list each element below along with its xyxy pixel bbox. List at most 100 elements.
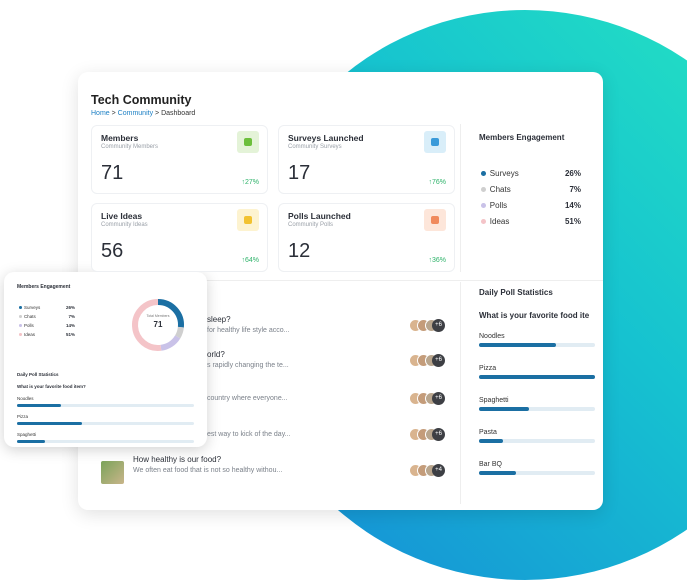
legend-name: Ideas	[23, 332, 35, 337]
icon-glyph	[431, 138, 439, 146]
stat-card: Polls Launched Community Polls 12 ↑36%	[278, 203, 455, 272]
idea-thumbnail	[101, 461, 124, 484]
donut-center-label: Total Members	[146, 314, 170, 318]
icon-glyph	[244, 216, 252, 224]
poll-track	[479, 439, 595, 443]
poll-option: Pizza	[479, 365, 497, 372]
legend-name: Polls	[23, 323, 34, 328]
stat-subtitle: Community Members	[101, 144, 159, 150]
legend-dot	[481, 171, 486, 176]
poll-bar	[17, 403, 62, 407]
stat-icon	[424, 131, 446, 153]
stat-icon	[237, 209, 259, 231]
breadcrumb-item[interactable]: Community	[117, 110, 154, 117]
legend-name: Ideas	[489, 217, 510, 226]
donut-chart	[132, 299, 184, 351]
stat-value: 17	[288, 162, 311, 184]
poll-track	[17, 403, 194, 407]
breadcrumb-item[interactable]: Home	[91, 110, 110, 117]
donut-segment	[132, 299, 162, 351]
stat-change: ↑27%	[241, 179, 259, 186]
poll-question: What is your favorite food ite	[479, 311, 590, 320]
poll-bar	[479, 471, 517, 475]
idea-description: for healthy life style acco...	[207, 327, 290, 334]
breadcrumb-separator: >	[153, 110, 162, 117]
avatar-more[interactable]: +6	[432, 428, 445, 441]
donut-center-value: 71	[153, 320, 163, 329]
legend-value: 26%	[564, 169, 581, 178]
divider	[460, 124, 461, 272]
poll-option: Spaghetti	[479, 397, 509, 404]
stat-title: Live Ideas	[101, 211, 143, 221]
overlay-title: Daily Poll Statistics	[17, 372, 59, 377]
donut-segment	[157, 299, 184, 328]
stat-title: Members	[101, 133, 139, 143]
idea-title[interactable]: How healthy is our food?	[133, 455, 222, 464]
legend-value: 14%	[65, 323, 75, 328]
idea-description: We often eat food that is not so healthy…	[133, 467, 283, 474]
breadcrumb-separator: >	[109, 110, 118, 117]
legend-dot	[481, 219, 486, 224]
panel-title: Daily Poll Statistics	[479, 288, 553, 297]
avatar-more[interactable]: +6	[432, 319, 445, 332]
page-title: Tech Community	[91, 93, 192, 107]
legend-value: 14%	[564, 201, 581, 210]
overlay-card: Members Engagement Surveys 26% Chats 7% Polls…	[4, 272, 207, 447]
donut-segment	[175, 326, 184, 339]
breadcrumb-item: Dashboard	[161, 110, 196, 117]
legend-dot	[19, 333, 22, 336]
poll-bar	[479, 375, 595, 379]
poll-option: Bar BQ	[479, 461, 502, 468]
legend-value: 51%	[564, 217, 581, 226]
poll-option: Pizza	[17, 414, 29, 419]
avatar-more[interactable]: +4	[432, 464, 445, 477]
legend-dot	[481, 203, 486, 208]
legend-dot	[19, 324, 22, 327]
overlay-title: Members Engagement	[17, 284, 71, 290]
legend-dot	[19, 315, 22, 318]
poll-option: Noodles	[479, 333, 505, 340]
stat-title: Polls Launched	[288, 211, 351, 221]
breadcrumb: Home > Community > Dashboard	[91, 110, 195, 117]
icon-glyph	[244, 138, 252, 146]
stat-change: ↑64%	[241, 257, 259, 264]
legend-name: Chats	[489, 185, 511, 194]
legend-dot	[19, 306, 22, 309]
idea-title[interactable]: orld?	[207, 350, 225, 359]
icon-glyph	[431, 216, 439, 224]
divider	[460, 282, 461, 504]
stat-subtitle: Community Polls	[288, 222, 334, 228]
poll-bar	[479, 343, 556, 347]
stat-change: ↑76%	[428, 179, 446, 186]
poll-bar	[479, 439, 504, 443]
donut-segment	[160, 335, 181, 351]
stat-change: ↑36%	[428, 257, 446, 264]
stat-icon	[424, 209, 446, 231]
idea-description: s rapidly changing the te...	[207, 362, 289, 369]
legend-value: 7%	[569, 185, 581, 194]
panel-title: Members Engagement	[479, 133, 565, 142]
stat-subtitle: Community Surveys	[288, 144, 342, 150]
legend-name: Surveys	[489, 169, 519, 178]
idea-description: est way to kick of the day...	[207, 431, 291, 438]
poll-track	[479, 471, 595, 475]
overlay-question: What is your favorite food item?	[17, 384, 86, 389]
stat-card: Live Ideas Community Ideas 56 ↑64%	[91, 203, 268, 272]
poll-option: Spaghetti	[17, 432, 37, 437]
stat-title: Surveys Launched	[288, 133, 364, 143]
poll-track	[479, 407, 595, 411]
stat-subtitle: Community Ideas	[101, 222, 148, 228]
legend-value: 7%	[68, 314, 75, 319]
legend-value: 26%	[65, 305, 75, 310]
legend-name: Surveys	[23, 305, 41, 310]
idea-description: country where everyone...	[207, 395, 288, 402]
poll-bar	[17, 439, 46, 443]
idea-title[interactable]: sleep?	[207, 315, 231, 324]
poll-option: Pasta	[479, 429, 497, 436]
avatar-more[interactable]: +6	[432, 392, 445, 405]
legend-value: 51%	[65, 332, 75, 337]
avatar-more[interactable]: +6	[432, 354, 445, 367]
stat-icon	[237, 131, 259, 153]
poll-bar	[479, 407, 529, 411]
